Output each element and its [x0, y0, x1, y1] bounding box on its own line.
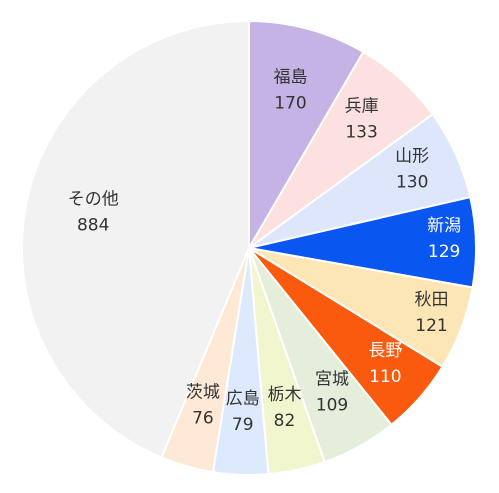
pie-labels: 福島 170 兵庫 133 山形 130 新潟 129 秋田 121 長野 110 宮城 109 栃木 82 広… — [68, 68, 461, 435]
slice-label: 広島 — [226, 389, 260, 409]
slice-value-label: 884 — [77, 216, 109, 236]
slice-value-label: 82 — [274, 411, 296, 431]
slice-value-label: 110 — [369, 367, 401, 387]
slice-label: 茨城 — [186, 383, 220, 403]
slice-label: 新潟 — [427, 216, 461, 236]
slice-label: 宮城 — [315, 370, 349, 390]
slice-value-label: 133 — [345, 122, 377, 142]
slice-label: 秋田 — [415, 290, 449, 310]
slice-label: 栃木 — [267, 385, 301, 405]
slice-value-label: 170 — [274, 94, 306, 114]
slice-label: その他 — [68, 190, 119, 210]
slice-value-label: 130 — [396, 173, 428, 193]
slice-value-label: 76 — [192, 409, 214, 429]
slice-label: 兵庫 — [345, 96, 379, 116]
pie-slices — [21, 19, 477, 476]
slice-value-label: 109 — [316, 396, 348, 416]
slice-value-label: 79 — [232, 415, 254, 435]
pie-slice — [21, 19, 250, 459]
slice-label: 長野 — [368, 341, 402, 361]
slice-value-label: 121 — [415, 316, 447, 336]
slice-label: 福島 — [273, 68, 307, 88]
pie-slice — [248, 19, 365, 252]
slice-value-label: 129 — [428, 242, 460, 262]
slice-label: 山形 — [395, 147, 429, 167]
